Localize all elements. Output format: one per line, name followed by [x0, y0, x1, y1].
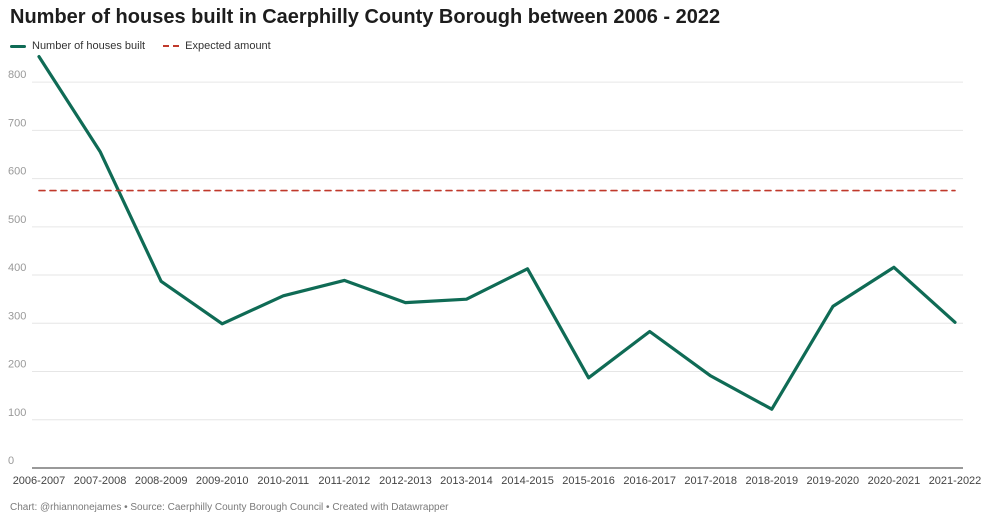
x-tick-label-2010-2011: 2010-2011: [257, 475, 309, 487]
x-tick-label-2006-2007: 2006-2007: [13, 475, 66, 487]
x-tick-label-2011-2012: 2011-2012: [318, 475, 370, 487]
x-tick-label-2015-2016: 2015-2016: [562, 475, 615, 487]
chart-title: Number of houses built in Caerphilly Cou…: [10, 6, 721, 28]
y-tick-label-600: 600: [8, 166, 26, 178]
x-tick-label-2007-2008: 2007-2008: [74, 475, 127, 487]
chart-footer: Chart: @rhiannonejames • Source: Caerphi…: [10, 502, 449, 513]
x-tick-label-2009-2010: 2009-2010: [196, 475, 249, 487]
y-tick-label-300: 300: [8, 310, 26, 322]
x-tick-label-2013-2014: 2013-2014: [440, 475, 493, 487]
y-tick-label-800: 800: [8, 69, 26, 81]
x-tick-label-2020-2021: 2020-2021: [868, 475, 921, 487]
x-tick-label-2018-2019: 2018-2019: [745, 475, 798, 487]
y-tick-label-500: 500: [8, 214, 26, 226]
x-tick-label-2008-2009: 2008-2009: [135, 475, 188, 487]
legend-label-houses-built: Number of houses built: [32, 40, 146, 52]
x-tick-label-2017-2018: 2017-2018: [684, 475, 737, 487]
x-tick-label-2019-2020: 2019-2020: [807, 475, 860, 487]
x-tick-label-2014-2015: 2014-2015: [501, 475, 554, 487]
houses-built-line: [37, 54, 957, 411]
legend: Number of houses built Expected amount: [10, 40, 289, 52]
y-tick-label-700: 700: [8, 117, 26, 129]
legend-swatch-houses-built: [10, 44, 26, 48]
legend-item-houses-built: Number of houses built: [10, 40, 145, 52]
legend-label-expected-amount: Expected amount: [185, 40, 271, 52]
x-tick-label-2012-2013: 2012-2013: [379, 475, 432, 487]
legend-swatch-expected-amount: [163, 45, 180, 47]
y-tick-label-0: 0: [8, 455, 14, 467]
y-tick-label-200: 200: [8, 359, 26, 371]
y-tick-label-400: 400: [8, 262, 26, 274]
legend-item-expected-amount: Expected amount: [163, 40, 271, 52]
x-tick-label-2016-2017: 2016-2017: [623, 475, 676, 487]
x-tick-label-2021-2022: 2021-2022: [929, 475, 982, 487]
y-tick-label-100: 100: [8, 407, 26, 419]
